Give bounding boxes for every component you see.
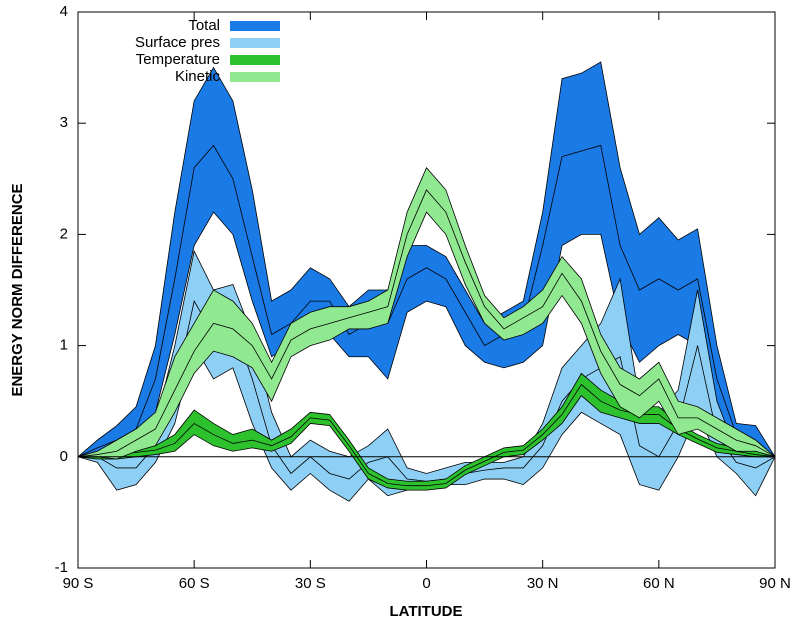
x-tick-label: 30 S [295,575,326,592]
legend-label: Temperature [136,51,220,68]
band [78,62,775,457]
y-axis-label: ENERGY NORM DIFFERENCE [9,183,26,396]
legend-swatch [230,38,280,48]
band-edge [77,166,776,458]
legend-swatch [230,72,280,82]
y-tick-label: 4 [60,3,68,20]
legend-swatch [230,21,280,31]
line [78,383,776,487]
band [78,167,775,460]
y-tick-label: -1 [55,559,68,576]
x-tick-label: 0 [422,575,430,592]
band [78,373,775,491]
x-tick-label: 90 S [63,575,94,592]
legend-label: Kinetic [175,68,221,85]
x-tick-label: 60 S [179,575,210,592]
band-edge [77,211,776,458]
legend-label: Total [188,17,220,34]
y-tick-label: 1 [60,337,68,354]
band [78,251,775,502]
legend-swatch [230,55,280,65]
x-tick-label: 90 N [759,575,791,592]
line [77,189,776,458]
legend-label: Surface pres [135,34,220,51]
band-edge [78,211,776,460]
band-edge [77,372,776,482]
x-axis-label: LATITUDE [389,603,462,620]
band-edge [77,395,775,491]
y-tick-label: 0 [60,448,68,465]
y-tick-label: 3 [60,114,68,131]
band-edge [77,61,776,458]
x-tick-label: 30 N [527,575,559,592]
y-tick-label: 2 [60,225,68,242]
x-tick-label: 60 N [643,575,675,592]
line [77,144,776,458]
